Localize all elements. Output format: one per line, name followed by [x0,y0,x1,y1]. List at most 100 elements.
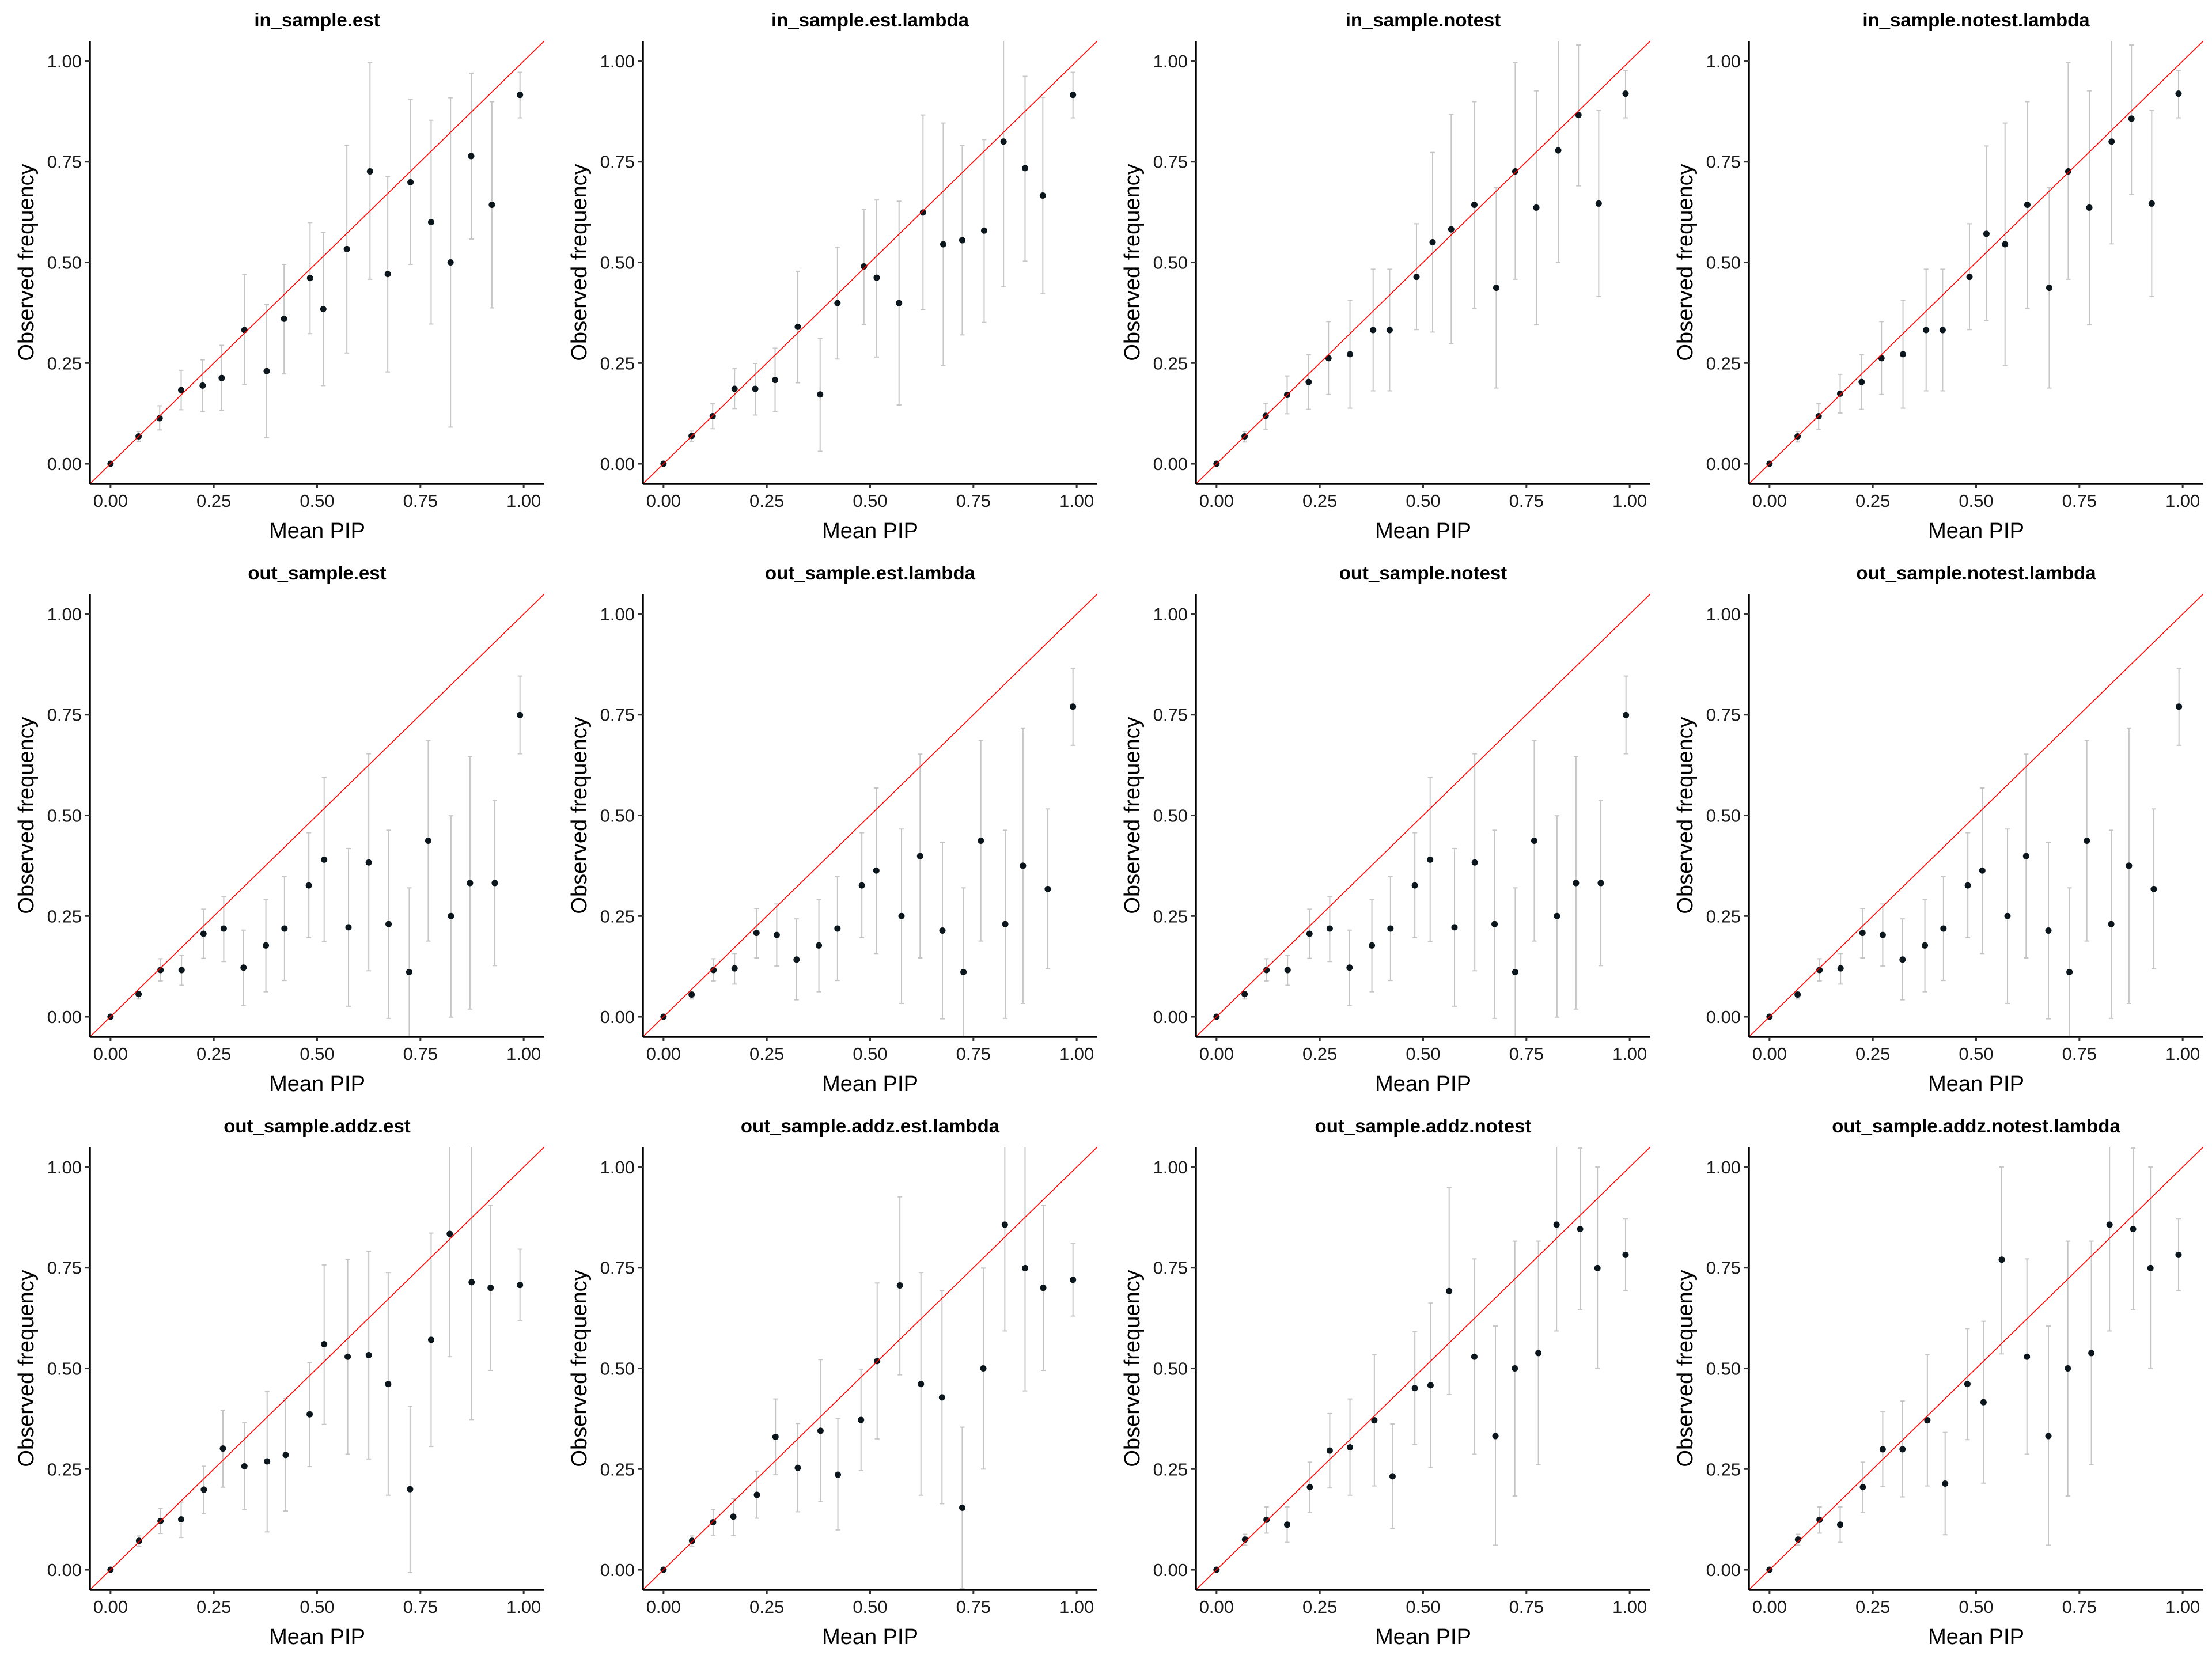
y-tick-label: 0.00 [1706,1007,1741,1027]
data-point [1859,1484,1866,1491]
data-point [385,1381,392,1388]
data-point [1964,882,1971,889]
data-point [517,711,524,718]
data-point [365,1351,372,1358]
y-tick-label: 0.00 [600,454,635,474]
x-tick-label: 1.00 [1059,491,1094,511]
data-point [1389,1473,1396,1480]
data-point [1306,930,1313,937]
data-point [2176,703,2183,710]
data-point [1858,378,1865,385]
calibration-panel: out_sample.addz.notest.lambda 0.00 0.25 0.5… [1673,1115,2203,1649]
data-point [2065,1365,2071,1372]
calibration-panel: out_sample.addz.est 0.00 0.25 0.50 0.75 1.00 0… [14,1115,544,1649]
panel-title: in_sample.est.lambda [771,9,969,31]
data-point [1878,355,1885,362]
x-tick-label: 1.00 [2165,1044,2200,1064]
data-point [731,965,738,972]
data-point [2126,862,2133,869]
x-axis-title: Mean PIP [1928,1625,2024,1649]
data-point [772,1433,779,1440]
y-axis-title: Observed frequency [1673,717,1698,914]
data-point [2150,885,2157,892]
data-point [1284,967,1291,974]
calibration-panel: out_sample.notest.lambda 0.00 0.25 0.50 0.75… [1673,562,2203,1096]
data-point [978,838,984,844]
y-tick-label: 0.75 [47,152,82,172]
data-point [446,1230,453,1237]
data-point [1241,991,1248,998]
data-point [2148,200,2155,207]
y-axis-title: Observed frequency [1673,1270,1698,1467]
data-point [834,300,841,306]
y-tick-label: 1.00 [1706,51,1741,71]
y-tick-label: 0.50 [47,806,82,826]
x-axis-title: Mean PIP [822,519,918,543]
y-tick-label: 0.25 [1153,353,1188,373]
data-point [919,209,926,216]
plot-area [1196,594,1650,1037]
data-point [2106,1221,2113,1228]
data-point [960,968,967,975]
y-tick-label: 0.75 [600,152,635,172]
data-point [1446,1287,1453,1294]
data-point [427,1336,434,1343]
data-point [427,219,434,226]
calibration-panel: in_sample.est.lambda 0.00 0.25 0.50 0.75 1.00… [567,9,1097,543]
x-tick-label: 0.00 [1752,1044,1787,1064]
reference-line [643,594,1097,1037]
data-point [1325,355,1332,362]
data-point [2175,90,2182,97]
x-tick-label: 0.25 [749,491,784,511]
y-tick-label: 0.50 [1153,1359,1188,1379]
data-point [1347,351,1354,358]
data-point [320,306,327,313]
plot-area [1196,1147,1650,1590]
data-point [1369,942,1376,949]
data-point [200,930,207,937]
error-bar [2067,887,2072,1037]
reference-line [90,1147,544,1590]
x-tick-label: 0.50 [1406,491,1440,511]
reference-line [90,594,544,1037]
data-point [1448,226,1455,233]
data-point [200,1486,207,1493]
x-tick-label: 0.75 [956,491,991,511]
plot-area [643,41,1097,484]
data-point [1940,925,1947,932]
data-point [773,931,780,938]
data-point [2130,1226,2137,1233]
y-tick-label: 0.00 [600,1007,635,1027]
x-tick-label: 0.50 [1959,1597,1993,1617]
x-tick-label: 0.25 [1855,491,1890,511]
y-axis-title: Observed frequency [1120,717,1145,914]
data-point [1021,1264,1028,1271]
y-tick-label: 1.00 [1706,604,1741,624]
x-tick-label: 0.25 [196,1597,231,1617]
x-axis-title: Mean PIP [269,519,365,543]
data-point [1493,285,1499,291]
data-point [220,925,227,932]
data-point [263,942,270,949]
x-tick-label: 0.25 [1302,1597,1337,1617]
data-point [1966,274,1973,281]
data-point [1554,912,1560,919]
x-axis-title: Mean PIP [269,1625,365,1649]
x-tick-label: 0.75 [403,491,438,511]
x-tick-label: 0.00 [1752,491,1787,511]
data-point [1512,1365,1518,1372]
data-point [1922,942,1929,949]
calibration-panel: out_sample.est.lambda 0.00 0.25 0.50 0.75 1.0… [567,562,1097,1096]
x-tick-label: 0.50 [1406,1044,1440,1064]
data-point [1979,867,1986,874]
data-point [753,1491,760,1498]
x-tick-label: 0.00 [646,491,681,511]
data-point [2045,927,2052,934]
y-tick-label: 1.00 [1706,1157,1741,1177]
y-tick-label: 0.50 [1153,253,1188,273]
x-tick-label: 0.75 [2062,1597,2097,1617]
y-tick-label: 0.75 [47,705,82,725]
data-point [2086,204,2093,211]
data-point [1512,168,1518,175]
data-point [344,1353,351,1360]
